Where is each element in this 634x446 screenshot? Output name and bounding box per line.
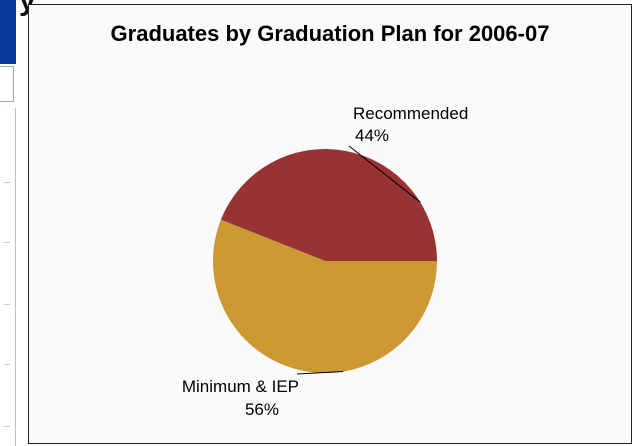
background-list-panel — [0, 108, 16, 446]
background-divider — [4, 364, 10, 365]
background-divider — [4, 304, 10, 305]
pie-slice — [213, 219, 437, 374]
slice-value-label: 44% — [355, 126, 389, 145]
pie-chart: Recommended 44% Minimum & IEP 56% — [182, 104, 468, 419]
background-divider — [4, 242, 10, 243]
pie-slice — [220, 149, 437, 261]
background-divider — [4, 182, 10, 183]
slice-label: Recommended — [353, 104, 468, 123]
slice-label: Minimum & IEP — [182, 377, 299, 396]
background-header-strip — [0, 0, 16, 64]
chart-title: Graduates by Graduation Plan for 2006-07 — [110, 21, 550, 46]
chart-container: Graduates by Graduation Plan for 2006-07… — [28, 4, 632, 444]
label-leader-line — [348, 145, 421, 203]
background-divider — [4, 426, 10, 427]
background-sidebar — [0, 0, 30, 446]
label-leader-line — [296, 371, 344, 375]
slice-value-label: 56% — [245, 400, 279, 419]
background-input-box — [0, 66, 14, 102]
